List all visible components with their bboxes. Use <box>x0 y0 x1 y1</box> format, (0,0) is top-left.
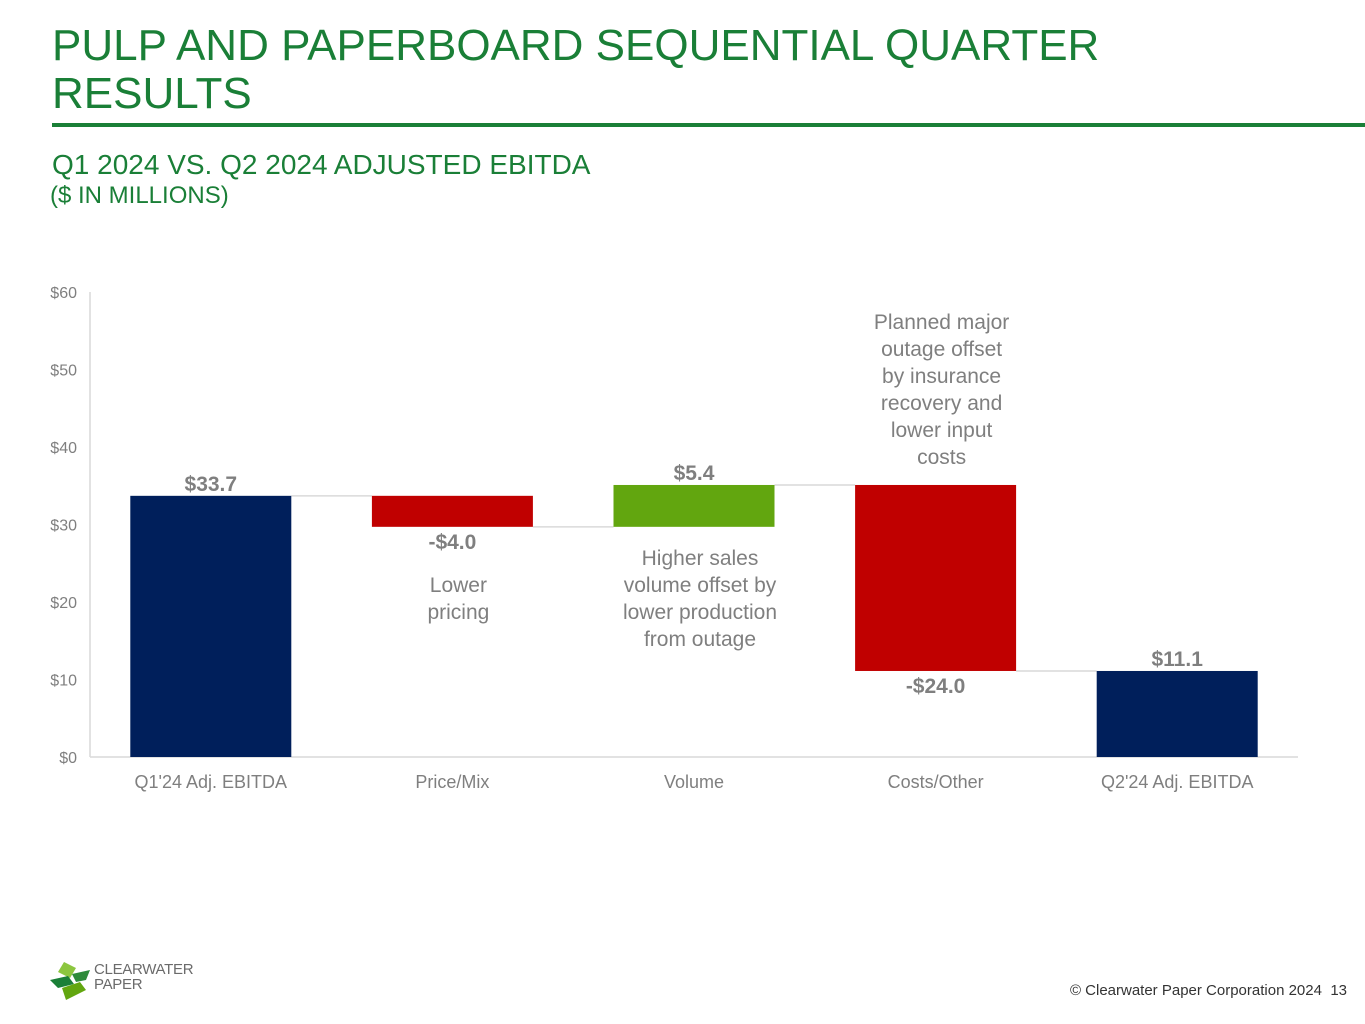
y-tick-label: $20 <box>50 595 77 612</box>
data-label: -$4.0 <box>428 531 476 554</box>
x-tick-label: Volume <box>664 772 724 792</box>
y-tick-label: $30 <box>50 518 77 535</box>
x-tick-label: Costs/Other <box>888 772 984 792</box>
bars <box>130 484 1258 757</box>
bar-price-mix <box>371 495 533 527</box>
copyright-text: © Clearwater Paper Corporation 2024 <box>1069 982 1322 999</box>
data-label: $33.7 <box>185 473 238 496</box>
page-title: PULP AND PAPERBOARD SEQUENTIAL QUARTER R… <box>52 21 1100 118</box>
annotation-costs-other: Planned major outage offset by insurance… <box>873 310 1010 469</box>
title-divider <box>52 123 1365 127</box>
chart-subtitle: Q1 2024 VS. Q2 2024 ADJUSTED EBITDA <box>52 149 591 180</box>
annotation-price-mix: Lower pricing <box>427 573 490 624</box>
logo-wordmark: CLEARWATER PAPER <box>94 961 194 993</box>
x-axis: Q1'24 Adj. EBITDA Price/Mix Volume Costs/Ot… <box>135 772 1254 792</box>
y-tick-label: $10 <box>50 673 77 690</box>
x-tick-label: Price/Mix <box>415 772 489 792</box>
y-tick-label: $0 <box>59 750 77 767</box>
bar-q1-24-adj-ebitda <box>130 495 292 757</box>
y-tick-label: $60 <box>50 285 77 302</box>
x-tick-label: Q1'24 Adj. EBITDA <box>135 772 288 792</box>
data-label: -$24.0 <box>906 675 966 698</box>
data-labels: $33.7 -$4.0 $5.4 -$24.0 $11.1 <box>185 462 1204 698</box>
annotation-volume: Higher sales volume offset by lower prod… <box>622 546 778 651</box>
y-tick-label: $40 <box>50 440 77 457</box>
bar-q2-24-adj-ebitda <box>1096 670 1258 757</box>
leaf-icon <box>50 962 90 1000</box>
connector-lines <box>291 484 1097 672</box>
data-label: $5.4 <box>674 462 715 485</box>
logo-line-1: CLEARWATER <box>94 961 194 978</box>
page-number: 13 <box>1330 982 1347 999</box>
bar-volume <box>613 484 775 527</box>
data-label: $11.1 <box>1151 648 1203 671</box>
x-tick-label: Q2'24 Adj. EBITDA <box>1101 772 1254 792</box>
logo-line-2: PAPER <box>94 976 143 993</box>
units-label: ($ IN MILLIONS) <box>50 182 229 209</box>
y-axis: $0 $10 $20 $30 $40 $50 $60 <box>50 285 1298 767</box>
footer: © Clearwater Paper Corporation 2024 13 <box>1070 982 1347 999</box>
company-logo: CLEARWATER PAPER <box>46 962 216 1004</box>
y-tick-label: $50 <box>50 363 77 380</box>
bar-costs-other <box>855 484 1017 671</box>
